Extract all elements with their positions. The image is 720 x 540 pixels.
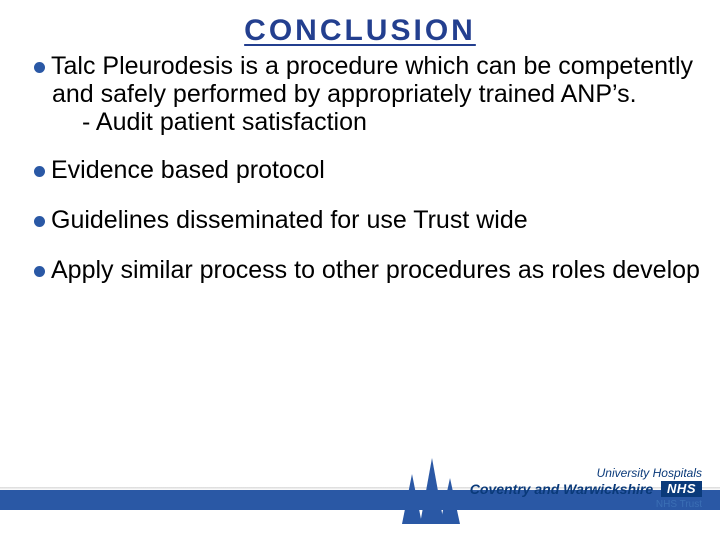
- bullet-item: Apply similar process to other procedure…: [18, 256, 702, 284]
- bullet-item: Guidelines disseminated for use Trust wi…: [18, 206, 702, 234]
- logo-line-3: NHS Trust: [470, 499, 702, 510]
- slide: CONCLUSION Talc Pleurodesis is a procedu…: [0, 0, 720, 540]
- slide-title: CONCLUSION: [18, 14, 702, 48]
- footer-logo: University Hospitals Coventry and Warwic…: [392, 460, 702, 530]
- towers-icon: [392, 454, 462, 524]
- bullet-text: Talc Pleurodesis is a procedure which ca…: [51, 52, 693, 108]
- bullet-text: Evidence based protocol: [51, 156, 325, 184]
- logo-text: University Hospitals Coventry and Warwic…: [470, 467, 702, 510]
- bullet-text: Guidelines disseminated for use Trust wi…: [51, 206, 528, 234]
- bullet-icon: [34, 266, 45, 277]
- logo-line-1: University Hospitals: [470, 467, 702, 480]
- content-area: Talc Pleurodesis is a procedure which ca…: [18, 52, 702, 284]
- bullet-item: Evidence based protocol: [18, 156, 702, 184]
- bullet-icon: [34, 166, 45, 177]
- logo-line-2: Coventry and Warwickshire NHS: [470, 481, 702, 497]
- bullet-item: Talc Pleurodesis is a procedure which ca…: [18, 52, 702, 136]
- bullet-text: Apply similar process to other procedure…: [51, 256, 700, 284]
- nhs-badge: NHS: [661, 481, 702, 497]
- logo-line-2-text: Coventry and Warwickshire: [470, 481, 653, 497]
- bullet-icon: [34, 216, 45, 227]
- sub-bullet-text: - Audit patient satisfaction: [18, 108, 702, 136]
- bullet-icon: [34, 62, 45, 73]
